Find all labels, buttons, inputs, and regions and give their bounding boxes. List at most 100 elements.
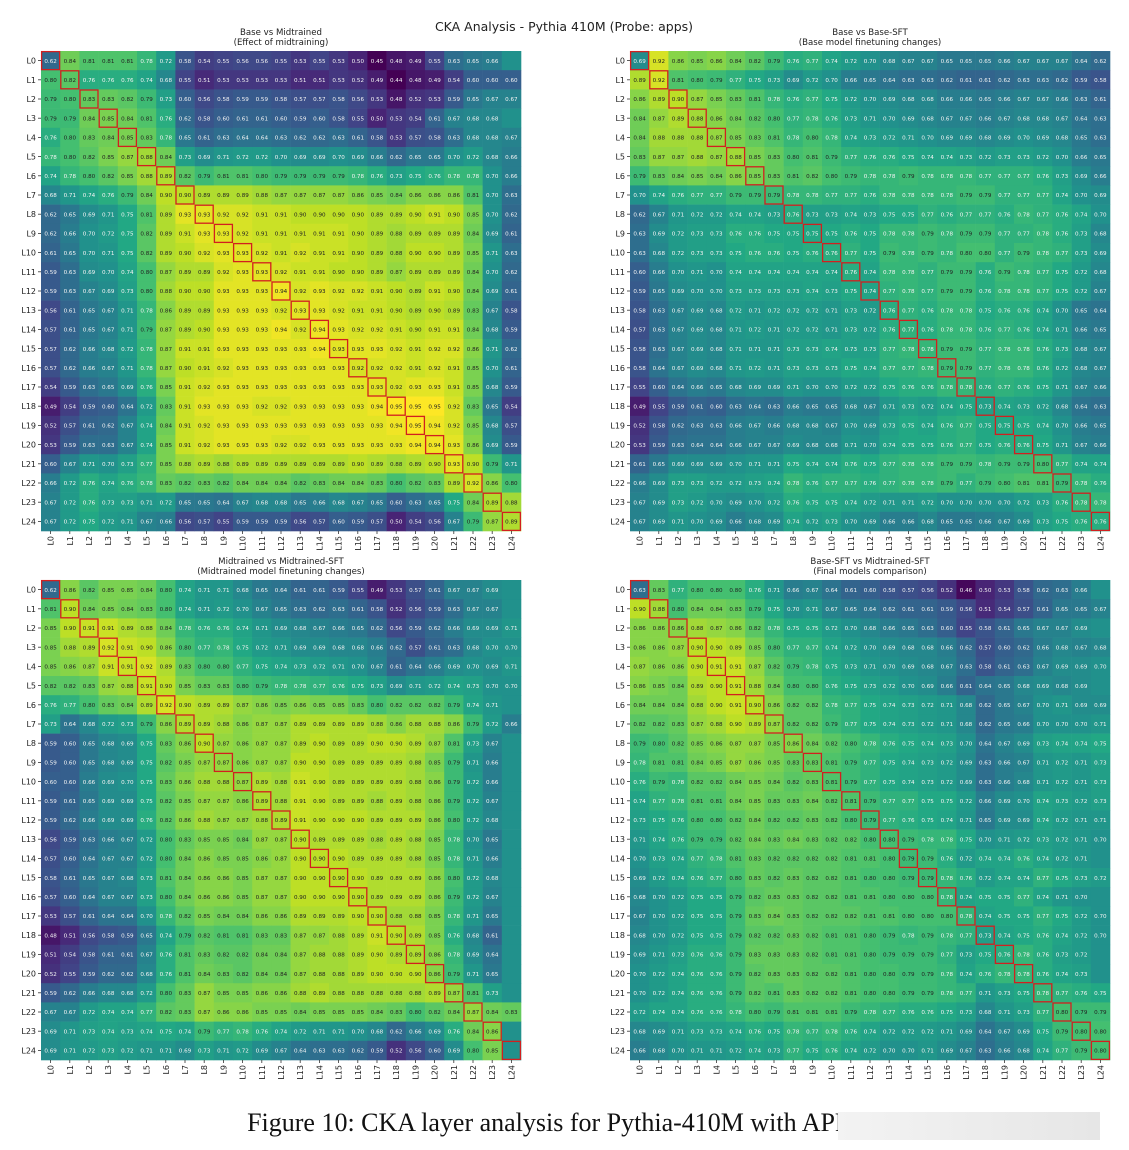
cell-value: 0.57 — [409, 588, 422, 594]
cell-value: 0.78 — [140, 59, 153, 65]
heatmap-cell — [860, 281, 880, 301]
cell-value: 0.76 — [448, 1029, 461, 1035]
cell-value: 0.91 — [275, 232, 288, 238]
cell-value: 0.57 — [633, 328, 646, 334]
cell-value: 0.68 — [486, 116, 499, 122]
heatmap-cell — [444, 319, 464, 340]
heatmap-cell — [501, 1021, 522, 1042]
heatmap-cell — [60, 396, 80, 417]
cell-value: 0.79 — [140, 722, 153, 728]
cell-value: 0.61 — [64, 308, 77, 314]
cell-value: 0.79 — [902, 174, 915, 180]
heatmap-cell — [1090, 415, 1111, 436]
heatmap-cell — [802, 492, 823, 513]
cell-value: 0.93 — [256, 424, 269, 430]
cell-value: 0.87 — [217, 761, 230, 767]
cell-value: 0.74 — [729, 212, 742, 218]
y-tick-label: L16 — [610, 364, 625, 373]
heatmap-cell — [501, 185, 522, 205]
cell-value: 0.59 — [1075, 78, 1088, 84]
x-tick-label: L12 — [277, 1065, 286, 1080]
cell-value: 0.59 — [653, 443, 666, 449]
heatmap-cell — [175, 415, 195, 436]
cell-value: 0.77 — [1037, 270, 1050, 276]
heatmap-cell — [444, 166, 464, 186]
heatmap-cell — [309, 243, 330, 263]
heatmap-cell — [137, 281, 157, 301]
cell-value: 0.86 — [179, 741, 192, 747]
heatmap-cell — [706, 358, 727, 378]
heatmap-cell — [1052, 358, 1072, 378]
cell-value: 0.79 — [998, 270, 1011, 276]
cell-value: 0.92 — [198, 424, 210, 430]
heatmap-cell — [463, 492, 483, 513]
heatmap-cell — [41, 319, 61, 340]
heatmap-cell — [98, 511, 119, 532]
cell-value: 0.73 — [864, 136, 877, 142]
heatmap-cell — [463, 185, 483, 205]
cell-value: 0.84 — [467, 1029, 480, 1035]
cell-value: 0.63 — [710, 424, 723, 430]
cell-value: 0.76 — [787, 59, 800, 65]
heatmap-cell — [271, 358, 291, 378]
heatmap-cell — [764, 185, 784, 205]
cell-value: 0.73 — [371, 684, 384, 690]
cell-value: 0.68 — [710, 347, 723, 353]
cell-value: 0.93 — [236, 289, 249, 295]
heatmap-cell — [463, 262, 483, 282]
heatmap-cell — [1071, 166, 1092, 186]
heatmap-cell — [956, 300, 976, 321]
heatmap-cell — [175, 454, 195, 474]
cell-value: 0.67 — [633, 500, 646, 506]
cell-value: 0.85 — [428, 837, 441, 843]
heatmap-cell — [1090, 223, 1111, 244]
cell-value: 0.81 — [217, 933, 230, 939]
heatmap-cell — [860, 454, 880, 474]
cell-value: 0.83 — [179, 837, 192, 843]
cell-value: 0.94 — [275, 328, 288, 334]
cell-value: 0.68 — [121, 991, 134, 997]
heatmap-cell — [309, 396, 330, 417]
cell-value: 0.70 — [505, 684, 518, 690]
heatmap-cell — [329, 492, 349, 513]
heatmap-cell — [630, 435, 650, 455]
heatmap-cell — [994, 223, 1015, 244]
cell-value: 0.55 — [64, 972, 77, 978]
heatmap-cell — [482, 127, 503, 148]
cell-value: 0.81 — [768, 136, 781, 142]
cell-value: 0.74 — [140, 1029, 153, 1035]
cell-value: 0.93 — [409, 385, 422, 391]
cell-value: 0.76 — [1094, 481, 1107, 487]
cell-value: 0.89 — [83, 645, 96, 651]
heatmap-cell — [175, 243, 195, 263]
heatmap-cell — [745, 89, 765, 109]
heatmap-cell-labels: 0.62 0.84 0.81 0.81 0.81 0.78 0.72 0.58 0.54 0.55… — [44, 59, 518, 526]
cell-value: 0.84 — [121, 703, 134, 709]
cell-value: 0.83 — [217, 684, 230, 690]
cell-value: 0.84 — [121, 116, 134, 122]
cell-value: 0.93 — [236, 308, 249, 314]
heatmap-cell — [630, 166, 650, 186]
cell-value: 0.89 — [198, 703, 211, 709]
heatmap-cell — [194, 511, 215, 532]
heatmap-cell — [233, 147, 253, 167]
cell-value: 0.65 — [467, 59, 480, 65]
cell-value: 0.78 — [787, 481, 800, 487]
heatmap-cell — [60, 185, 80, 205]
cell-value: 0.90 — [313, 761, 326, 767]
cell-value: 0.69 — [467, 953, 480, 959]
cell-value: 0.62 — [998, 78, 1010, 84]
heatmap-cell — [1052, 300, 1072, 321]
cell-value: 0.91 — [371, 933, 384, 939]
heatmap-cell — [156, 339, 176, 359]
heatmap-cell — [860, 166, 880, 186]
heatmap-cell — [956, 223, 976, 244]
heatmap-cell — [367, 473, 387, 493]
cell-value: 0.74 — [921, 424, 934, 430]
cell-value: 0.76 — [44, 703, 57, 709]
cell-value: 0.85 — [160, 443, 173, 449]
cell-value: 0.89 — [428, 232, 441, 238]
heatmap-cell — [501, 223, 522, 244]
heatmap-cell — [501, 377, 522, 397]
heatmap-cell — [726, 319, 746, 340]
